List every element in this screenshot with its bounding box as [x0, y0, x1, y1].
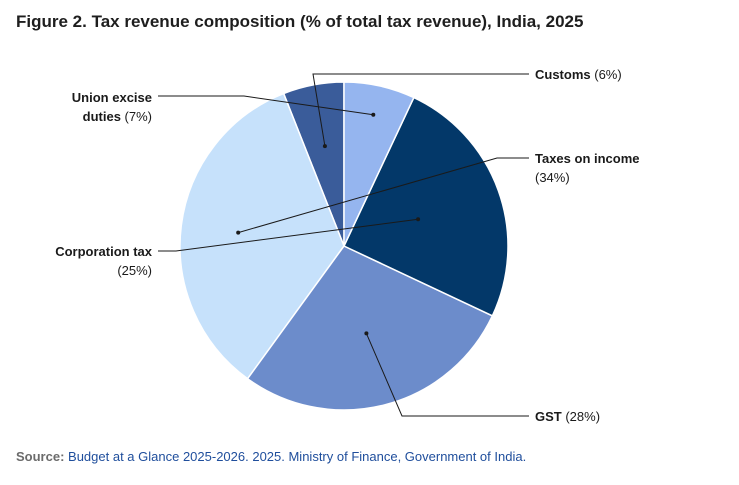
slice-label-union-excise-duties: Union excise: [72, 90, 152, 105]
leader-dot-taxes-on-income: [236, 230, 241, 235]
leader-line-gst: [365, 333, 529, 417]
leader-dot-gst: [364, 331, 369, 336]
source-note: Source: Budget at a Glance 2025-2026. 20…: [16, 449, 526, 464]
leader-dot-customs: [322, 144, 327, 149]
leader-dot-union-excise-duties: [371, 112, 376, 117]
slice-label-customs: Customs (6%): [535, 67, 622, 82]
source-label: Source:: [16, 449, 65, 464]
leader-line-corporation-tax: [158, 218, 419, 252]
pie-slice-union-excise-duties: [343, 81, 415, 247]
pie-slice-gst: [246, 245, 494, 411]
pie-slices: [179, 81, 509, 411]
pie-slice-corporation-tax: [343, 96, 509, 317]
chart-title: Figure 2. Tax revenue composition (% of …: [16, 12, 584, 31]
source-link[interactable]: Budget at a Glance 2025-2026. 2025. Mini…: [68, 449, 527, 464]
slice-labels: Customs (6%) Taxes on income (34%) GST (28%…: [55, 67, 639, 424]
pie-slice-taxes-on-income: [179, 92, 345, 380]
slice-label-corporation-tax: Corporation tax: [55, 244, 153, 259]
leader-line-taxes-on-income: [238, 157, 529, 234]
leader-dot-corporation-tax: [416, 217, 421, 222]
leader-lines: [158, 73, 529, 417]
slice-label-taxes-on-income: (34%): [535, 170, 570, 185]
slice-label-union-excise-duties: duties (7%): [83, 109, 152, 124]
slice-label-taxes-on-income: Taxes on income: [535, 151, 640, 166]
leader-line-customs: [312, 73, 529, 147]
slice-label-gst: GST (28%): [535, 409, 600, 424]
leader-line-union-excise-duties: [158, 95, 374, 116]
slice-label-corporation-tax: (25%): [117, 263, 152, 278]
